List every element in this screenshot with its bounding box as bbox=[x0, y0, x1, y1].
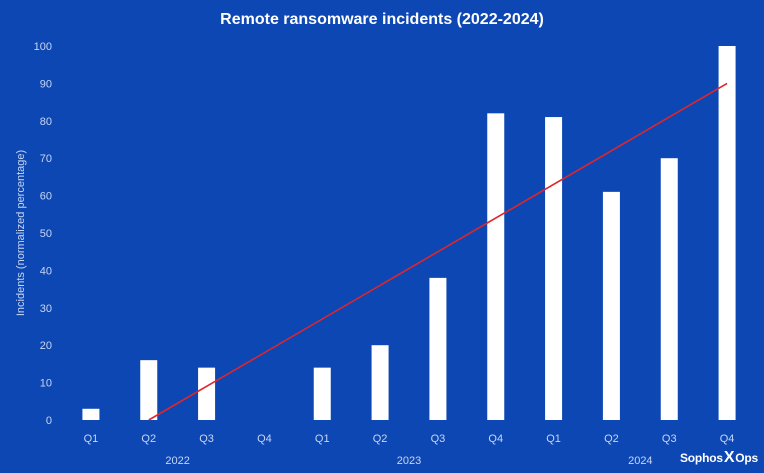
y-tick-label: 40 bbox=[40, 265, 52, 277]
bar-q1-4 bbox=[313, 367, 331, 420]
y-tick-label: 50 bbox=[40, 228, 52, 240]
x-tick-label: Q3 bbox=[662, 433, 677, 445]
y-tick-label: 70 bbox=[40, 153, 52, 165]
bar-q2-5 bbox=[371, 345, 389, 420]
bar-q3-2 bbox=[198, 367, 216, 420]
bar-q2-1 bbox=[140, 360, 158, 420]
y-tick-label: 10 bbox=[40, 378, 52, 390]
bar-q1-8 bbox=[545, 117, 563, 420]
y-tick-label: 90 bbox=[40, 78, 52, 90]
bar-q2-9 bbox=[602, 191, 620, 420]
x-tick-label: Q2 bbox=[141, 433, 156, 445]
y-tick-label: 60 bbox=[40, 191, 52, 203]
sophos-xops-logo: SophosXOps bbox=[680, 449, 758, 467]
y-tick-label: 0 bbox=[46, 415, 52, 427]
x-tick-label: Q1 bbox=[546, 433, 561, 445]
x-tick-label: Q1 bbox=[315, 433, 330, 445]
x-tick-label: Q2 bbox=[604, 433, 619, 445]
x-tick-label: Q3 bbox=[199, 433, 214, 445]
y-tick-label: 20 bbox=[40, 340, 52, 352]
x-tick-label: Q3 bbox=[431, 433, 446, 445]
bar-q3-10 bbox=[660, 158, 678, 420]
logo-suffix: Ops bbox=[735, 451, 759, 465]
y-tick-label: 30 bbox=[40, 303, 52, 315]
bar-q3-6 bbox=[429, 277, 447, 420]
year-group-label: 2024 bbox=[628, 455, 652, 467]
y-tick-label: 80 bbox=[40, 116, 52, 128]
chart-title: Remote ransomware incidents (2022-2024) bbox=[220, 11, 544, 28]
x-tick-label: Q1 bbox=[84, 433, 99, 445]
year-group-label: 2023 bbox=[397, 455, 421, 467]
logo-x-mark: X bbox=[723, 449, 735, 466]
x-tick-label: Q4 bbox=[488, 433, 503, 445]
bar-q4-11 bbox=[718, 46, 736, 420]
bar-q1-0 bbox=[82, 408, 100, 420]
logo-brand: Sophos bbox=[680, 451, 723, 465]
x-tick-label: Q2 bbox=[373, 433, 388, 445]
year-group-label: 2022 bbox=[165, 455, 189, 467]
x-tick-label: Q4 bbox=[720, 433, 735, 445]
trend-line bbox=[148, 82, 728, 421]
x-tick-label: Q4 bbox=[257, 433, 272, 445]
y-axis-label: Incidents (normalized percentage) bbox=[15, 150, 27, 316]
bar-q4-7 bbox=[487, 113, 505, 420]
y-tick-label: 100 bbox=[34, 41, 52, 53]
